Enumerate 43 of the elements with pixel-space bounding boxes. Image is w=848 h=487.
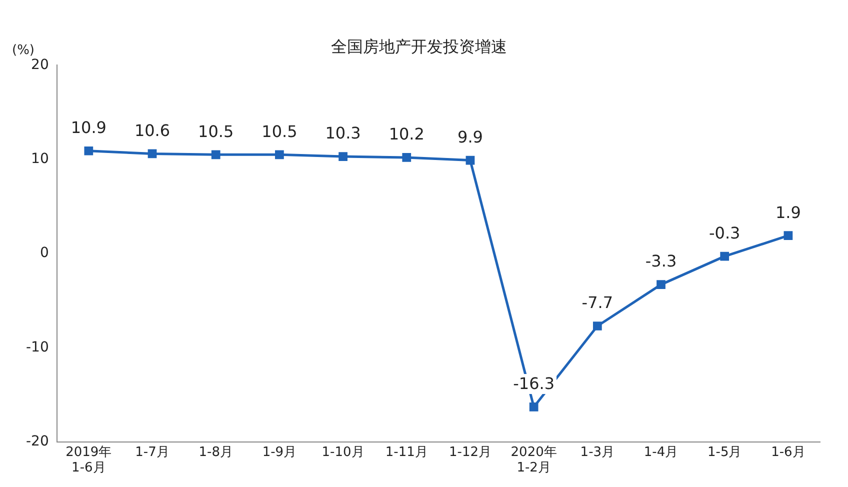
data-label: -3.3 xyxy=(645,252,677,271)
point xyxy=(211,150,220,160)
x-tick-label: 2019年 1-6月 xyxy=(66,444,112,476)
y-tick-label: 10 xyxy=(31,150,49,167)
point xyxy=(402,153,412,162)
y-tick-label: -20 xyxy=(26,433,49,450)
x-tick-label: 1-3月 xyxy=(580,444,615,460)
data-label: 1.9 xyxy=(775,202,801,222)
point xyxy=(275,150,284,160)
y-axis-title: (%) xyxy=(12,42,34,58)
x-tick-label: 1-10月 xyxy=(322,444,364,460)
point xyxy=(466,156,475,165)
data-label: 10.5 xyxy=(198,122,234,141)
x-tick-label: 1-9月 xyxy=(262,444,297,460)
data-label: -16.3 xyxy=(513,374,555,394)
x-tick-label: 1-4月 xyxy=(644,444,678,460)
point xyxy=(148,149,157,158)
x-tick-label: 1-12月 xyxy=(448,444,492,460)
y-tick-label: 0 xyxy=(40,245,49,262)
point xyxy=(720,252,730,261)
data-label: 10.6 xyxy=(134,120,170,140)
point xyxy=(656,280,666,289)
x-tick-label: 1-8月 xyxy=(198,444,233,460)
x-tick-label: 1-5月 xyxy=(707,444,742,460)
x-tick-label: 1-11月 xyxy=(385,444,428,460)
data-label: 10.3 xyxy=(325,124,361,143)
point xyxy=(592,322,602,330)
y-tick-label: -10 xyxy=(26,339,49,356)
x-tick-label: 2020年 1-2月 xyxy=(510,444,557,476)
point xyxy=(84,146,94,156)
data-label: -7.7 xyxy=(582,293,614,312)
data-label: -0.3 xyxy=(709,223,740,242)
point xyxy=(784,231,793,240)
x-tick-label: 1-7月 xyxy=(135,444,170,460)
point xyxy=(529,402,538,412)
point xyxy=(338,152,348,161)
data-label: 10.5 xyxy=(262,122,298,141)
data-label: 10.2 xyxy=(388,124,424,144)
chart-title: 全国房地产开发投资增速 xyxy=(331,36,507,56)
data-label: 9.9 xyxy=(458,127,483,146)
data-label: 10.9 xyxy=(70,118,106,138)
y-tick-label: 20 xyxy=(31,56,49,73)
x-tick-label: 1-6月 xyxy=(771,444,806,460)
